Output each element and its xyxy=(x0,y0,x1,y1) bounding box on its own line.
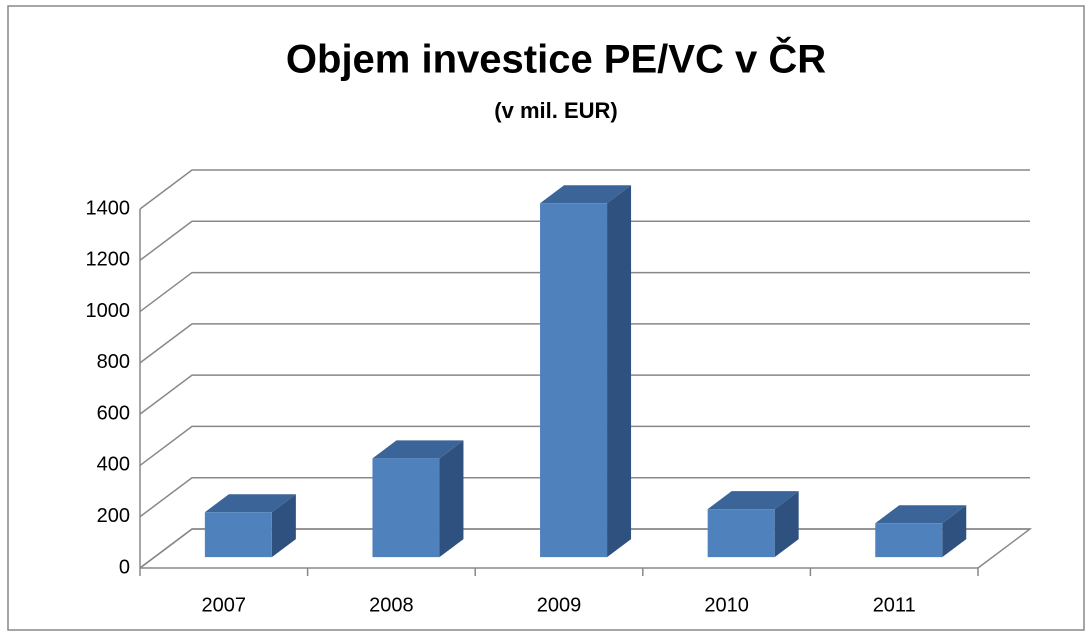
grid-line xyxy=(139,220,1030,261)
bar xyxy=(204,494,296,558)
bar-front xyxy=(540,203,608,558)
grid-line xyxy=(139,169,1030,210)
y-tick-label: 600 xyxy=(97,402,130,424)
bar-side xyxy=(607,185,632,558)
x-tick-label: 2008 xyxy=(369,594,414,616)
bar xyxy=(875,505,967,558)
bar xyxy=(540,185,632,558)
bar-front xyxy=(204,512,272,558)
grid-line xyxy=(139,374,1030,415)
bar-front xyxy=(707,509,775,558)
x-tick-label: 2011 xyxy=(873,594,916,616)
bar-side xyxy=(942,505,967,558)
grid-line xyxy=(139,476,1030,518)
y-tick-label: 200 xyxy=(97,505,130,527)
bar xyxy=(707,491,799,558)
chart-title: Objem investice PE/VC v ČR xyxy=(286,36,826,82)
bar-top xyxy=(372,440,464,459)
bar-side xyxy=(439,440,464,558)
grid-line xyxy=(139,271,1030,313)
bar-top xyxy=(707,491,799,510)
bar xyxy=(372,440,464,558)
x-tick-label: 2010 xyxy=(704,594,749,616)
bar-side xyxy=(271,494,296,558)
chart-subtitle: (v mil. EUR) xyxy=(494,98,617,123)
bar-top xyxy=(540,185,632,204)
bar-top xyxy=(204,494,296,513)
x-tick-label: 2009 xyxy=(537,594,582,616)
bar-top xyxy=(875,505,967,524)
y-tick-label: 400 xyxy=(97,454,130,476)
bar-front xyxy=(372,458,440,558)
y-tick-label: 1400 xyxy=(86,197,131,219)
x-tick-label: 2007 xyxy=(202,594,247,616)
y-tick-label: 800 xyxy=(97,351,130,373)
grid-line xyxy=(139,323,1030,364)
y-tick-label: 0 xyxy=(119,556,130,578)
bar-side xyxy=(774,491,799,558)
y-tick-label: 1000 xyxy=(86,300,131,322)
y-tick-label: 1200 xyxy=(86,249,131,271)
grid-line xyxy=(139,425,1030,467)
bar-front xyxy=(875,523,943,558)
